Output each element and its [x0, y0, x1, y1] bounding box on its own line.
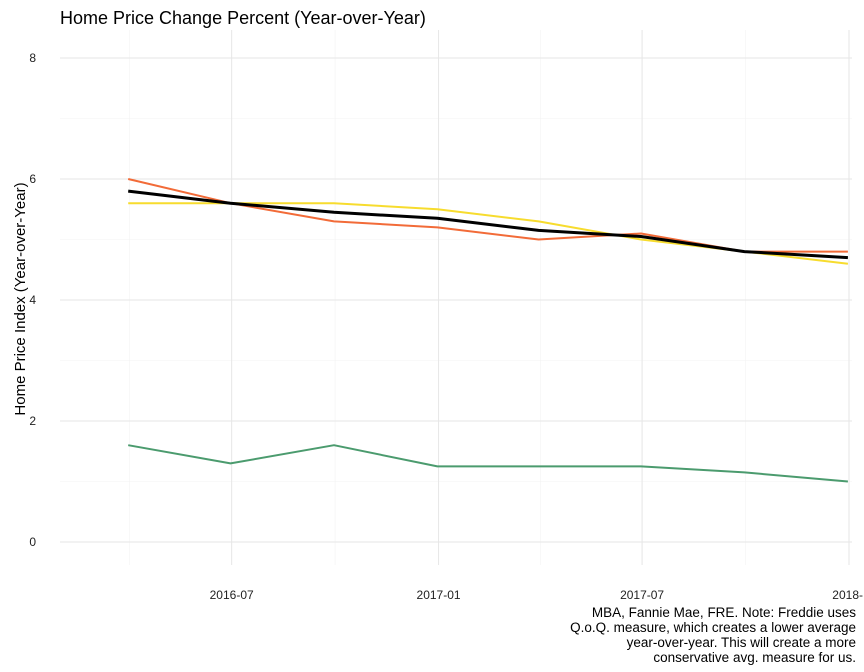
- y-tick-label: 4: [29, 293, 36, 307]
- x-axis-ticks: 2016-07 2017-01 2017-07 2018-: [210, 588, 863, 602]
- x-tick-label: 2017-01: [417, 588, 461, 602]
- y-tick-label: 8: [29, 51, 36, 65]
- y-tick-label: 2: [29, 414, 36, 428]
- minor-gridlines: [60, 30, 852, 565]
- y-tick-label: 6: [29, 172, 36, 186]
- caption-line: Q.o.Q. measure, which creates a lower av…: [570, 620, 856, 635]
- caption-line: MBA, Fannie Mae, FRE. Note: Freddie uses: [592, 605, 856, 620]
- chart-caption: MBA, Fannie Mae, FRE. Note: Freddie uses…: [570, 605, 856, 665]
- x-tick-label: 2018-: [832, 588, 863, 602]
- chart-title: Home Price Change Percent (Year-over-Yea…: [60, 8, 426, 28]
- caption-line: conservative avg. measure for us.: [653, 650, 856, 665]
- y-axis-title: Home Price Index (Year-over-Year): [12, 182, 29, 415]
- y-tick-label: 0: [29, 535, 36, 549]
- y-axis-ticks: 0 2 4 6 8: [29, 51, 36, 549]
- series-lines: [127, 178, 849, 483]
- caption-line: year-over-year. This will create a more: [627, 635, 856, 650]
- x-tick-label: 2017-07: [620, 588, 664, 602]
- series-line: [128, 189, 848, 260]
- major-gridlines: [60, 30, 852, 565]
- x-tick-label: 2016-07: [210, 588, 254, 602]
- series-line: [128, 444, 848, 483]
